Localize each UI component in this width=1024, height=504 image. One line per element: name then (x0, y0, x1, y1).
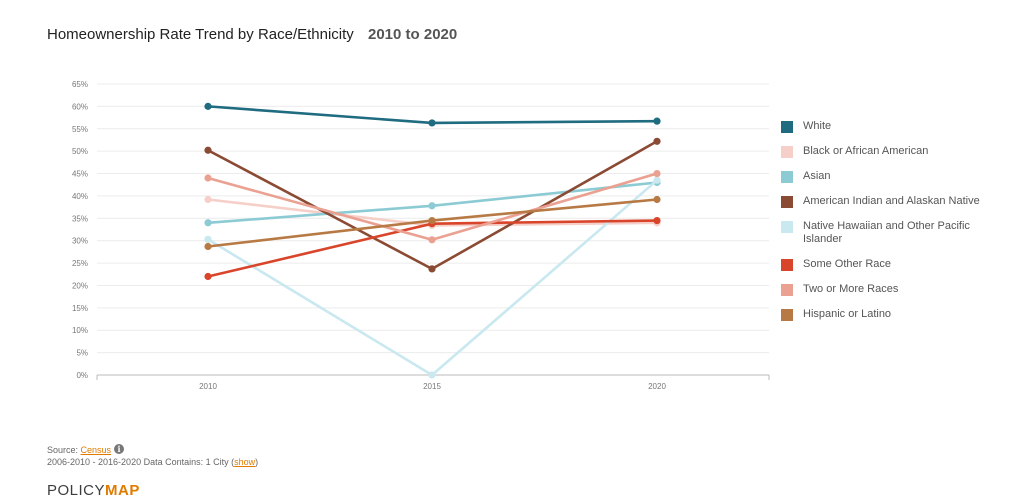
data-point (653, 137, 661, 145)
source-prefix: Source: (47, 445, 81, 455)
legend-item[interactable]: Hispanic or Latino (781, 308, 1011, 321)
policymap-logo[interactable]: POLICYMAP (47, 482, 140, 499)
info-icon[interactable]: i (114, 444, 125, 454)
data-point (653, 117, 661, 125)
legend-item[interactable]: Asian (781, 170, 1011, 183)
legend-item[interactable]: American Indian and Alaskan Native (781, 195, 1011, 208)
source-block: Source: Census i 2006-2010 - 2016-2020 Da… (47, 444, 258, 468)
legend-label: Some Other Race (803, 258, 892, 270)
y-tick-label: 30% (72, 237, 88, 246)
series-line (207, 179, 658, 377)
data-point (204, 195, 212, 204)
legend-swatch (781, 146, 793, 158)
y-tick-label: 40% (72, 192, 88, 201)
x-tick-label: 2020 (648, 382, 666, 391)
y-tick-label: 25% (72, 259, 88, 268)
chart-legend: White Black or African American Asian Ameri… (781, 120, 1011, 333)
legend-label: Asian (803, 170, 831, 182)
data-point (204, 272, 212, 281)
y-tick-label: 15% (72, 304, 88, 313)
x-tick-label: 2015 (423, 382, 441, 391)
x-tick-label: 2010 (199, 382, 217, 391)
data-point (653, 216, 661, 225)
source-line: Source: Census i (47, 444, 258, 456)
chart-title-row: Homeownership Rate Trend by Race/Ethnici… (47, 26, 457, 43)
legend-item[interactable]: Black or African American (781, 145, 1011, 158)
y-tick-label: 35% (72, 214, 88, 223)
data-point (428, 202, 436, 210)
data-point (653, 169, 661, 178)
legend-label: Hispanic or Latino (803, 308, 892, 320)
line-chart: 0% 5% 10% 15% 20% 25% 30% 35% 40% 45% 50% 55% 60% 65%… (72, 80, 770, 391)
y-tick-label: 60% (72, 102, 88, 111)
legend-swatch (781, 221, 793, 233)
chart-date-range: 2010 to 2020 (367, 26, 458, 43)
y-tick-label: 5% (76, 349, 88, 358)
data-point (428, 236, 436, 244)
y-tick-label: 20% (72, 281, 88, 290)
legend-label: White (803, 120, 832, 132)
logo-part1: POLICY (47, 482, 106, 499)
legend-label: Black or African American (803, 145, 929, 157)
legend-label: Two or More Races (803, 283, 899, 295)
y-tick-label: 45% (72, 170, 88, 179)
legend-swatch (781, 121, 793, 133)
legend-swatch (781, 171, 793, 183)
data-point (204, 174, 212, 182)
logo-part2: MAP (105, 482, 140, 499)
data-point (428, 119, 436, 127)
data-note-prefix: 2006-2010 - 2016-2020 Data Contains: 1 C… (47, 457, 235, 467)
legend-item[interactable]: White (781, 120, 1011, 133)
data-point (653, 195, 661, 204)
data-note-line: 2006-2010 - 2016-2020 Data Contains: 1 C… (47, 456, 258, 468)
legend-swatch (781, 196, 793, 208)
y-tick-label: 50% (72, 147, 88, 156)
legend-swatch (781, 284, 793, 296)
legend-swatch (781, 309, 793, 321)
data-point (653, 176, 661, 184)
legend-item[interactable]: Two or More Races (781, 283, 1011, 296)
data-point (204, 235, 212, 243)
data-point (428, 265, 436, 273)
show-link[interactable]: show (234, 457, 256, 467)
data-note-suffix: ) (255, 457, 259, 467)
chart-title: Homeownership Rate Trend by Race/Ethnici… (47, 26, 354, 43)
y-tick-label: 55% (72, 125, 88, 134)
data-point (428, 216, 436, 225)
data-point (204, 242, 212, 251)
y-tick-label: 65% (72, 80, 88, 89)
legend-label: Native Hawaiian and Other Pacific Island… (803, 220, 970, 245)
y-tick-label: 10% (72, 326, 88, 335)
data-point (204, 102, 212, 110)
data-point (204, 146, 212, 154)
legend-item[interactable]: Native Hawaiian and Other Pacific Island… (781, 220, 1011, 246)
legend-swatch (781, 259, 793, 271)
source-census-link[interactable]: Census (80, 445, 112, 455)
y-tick-label: 0% (76, 371, 88, 380)
data-point (204, 219, 212, 227)
data-point (428, 371, 436, 379)
legend-item[interactable]: Some Other Race (781, 258, 1011, 271)
legend-label: American Indian and Alaskan Native (803, 195, 980, 207)
